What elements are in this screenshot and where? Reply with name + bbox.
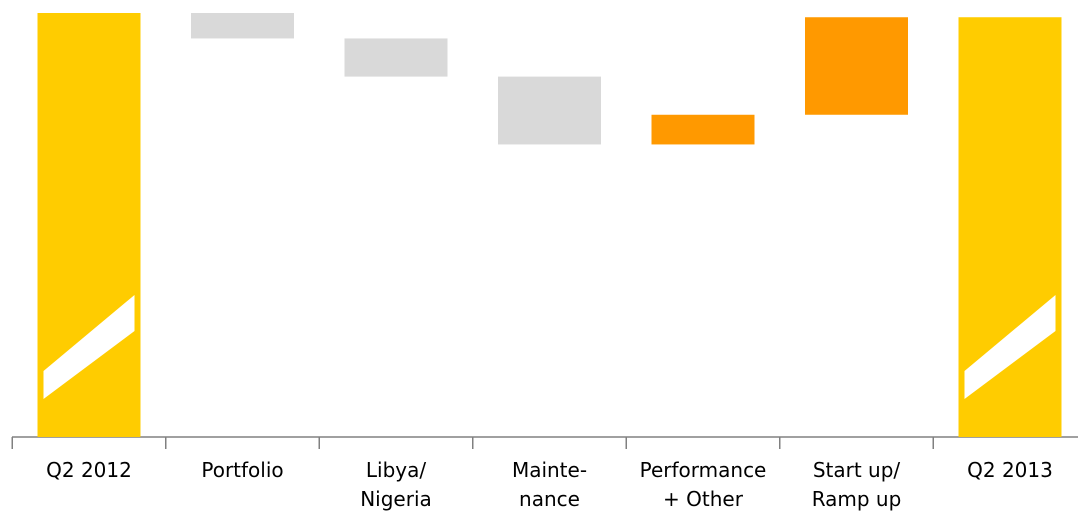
axis-break-mark: [964, 295, 1056, 399]
x-tick-label-line: Libya/: [366, 458, 426, 482]
x-tick-label-line: + Other: [663, 487, 744, 511]
x-tick-label-line: Portfolio: [201, 458, 283, 482]
x-tick-label-line: Ramp up: [812, 487, 902, 511]
bar-portfolio: [191, 13, 294, 39]
x-tick-label: Portfolio: [201, 458, 283, 482]
x-tick-label-line: Start up/: [813, 458, 901, 482]
x-tick-label-line: nance: [519, 487, 580, 511]
bar-start-up-ramp-up: [805, 17, 908, 115]
x-tick-label-line: Nigeria: [360, 487, 432, 511]
x-tick-label: Performance + Other: [640, 458, 767, 511]
bar-performance-other: [651, 114, 755, 145]
axis-break-mark: [43, 295, 135, 399]
x-tick-label-line: Performance: [640, 458, 767, 482]
bar-libya-nigeria: [344, 38, 448, 77]
x-tick-label: Libya/Nigeria: [360, 458, 432, 511]
x-tick-label-line: Q2 2013: [967, 458, 1053, 482]
x-tick-label: Start up/Ramp up: [812, 458, 902, 511]
x-tick-label: Q2 2013: [967, 458, 1053, 482]
x-tick-label: Mainte-nance: [512, 458, 587, 511]
x-tick-label-line: Q2 2012: [46, 458, 132, 482]
bar-mainte-nance: [498, 76, 601, 145]
x-tick-label: Q2 2012: [46, 458, 132, 482]
x-tick-label-line: Mainte-: [512, 458, 587, 482]
